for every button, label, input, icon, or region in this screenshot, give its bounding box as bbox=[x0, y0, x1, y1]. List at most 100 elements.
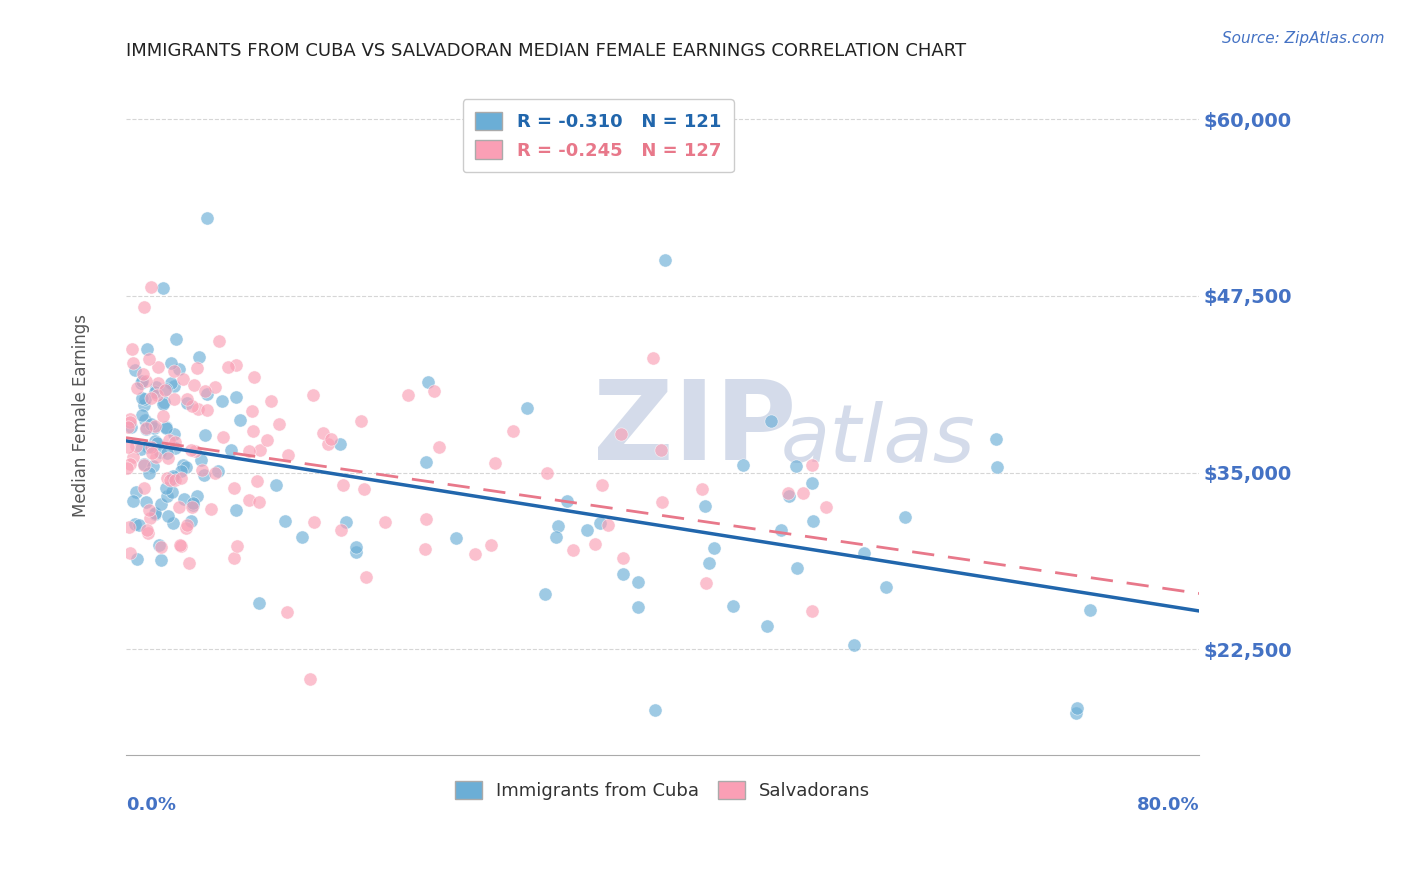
Point bbox=[1066, 700, 1088, 714]
Point bbox=[170, 464, 193, 478]
Point bbox=[187, 401, 209, 416]
Point bbox=[302, 388, 325, 402]
Point bbox=[415, 512, 437, 526]
Point bbox=[156, 446, 179, 460]
Point bbox=[195, 403, 218, 417]
Point bbox=[143, 421, 166, 435]
Text: ZIP: ZIP bbox=[593, 376, 796, 483]
Point bbox=[150, 540, 173, 554]
Point bbox=[875, 581, 897, 595]
Point bbox=[165, 332, 187, 346]
Point bbox=[149, 444, 172, 458]
Point bbox=[221, 442, 243, 457]
Point bbox=[853, 546, 876, 560]
Point bbox=[148, 538, 170, 552]
Legend: Immigrants from Cuba, Salvadorans: Immigrants from Cuba, Salvadorans bbox=[447, 773, 877, 807]
Point bbox=[139, 417, 162, 431]
Point bbox=[141, 441, 163, 455]
Point bbox=[157, 433, 180, 447]
Point bbox=[986, 460, 1008, 475]
Point bbox=[155, 419, 177, 434]
Point bbox=[156, 470, 179, 484]
Point bbox=[135, 495, 157, 509]
Point bbox=[176, 518, 198, 533]
Point bbox=[733, 458, 755, 472]
Point bbox=[267, 417, 290, 432]
Point bbox=[416, 376, 439, 390]
Point bbox=[242, 424, 264, 438]
Point bbox=[650, 442, 672, 457]
Point bbox=[304, 515, 326, 529]
Point bbox=[332, 478, 354, 492]
Point bbox=[260, 393, 283, 408]
Point bbox=[163, 473, 186, 487]
Point bbox=[162, 379, 184, 393]
Point bbox=[176, 460, 198, 475]
Point bbox=[429, 440, 451, 454]
Point bbox=[190, 453, 212, 467]
Point bbox=[245, 474, 267, 488]
Point bbox=[423, 384, 446, 399]
Point bbox=[801, 604, 824, 618]
Point bbox=[115, 461, 138, 475]
Point bbox=[145, 380, 167, 394]
Point bbox=[165, 441, 187, 455]
Point bbox=[184, 443, 207, 458]
Point bbox=[181, 499, 204, 513]
Point bbox=[132, 300, 155, 314]
Point bbox=[396, 388, 419, 402]
Point bbox=[609, 427, 631, 442]
Point bbox=[516, 401, 538, 415]
Point bbox=[299, 672, 322, 686]
Point bbox=[238, 444, 260, 458]
Point bbox=[228, 412, 250, 426]
Point bbox=[129, 376, 152, 390]
Point bbox=[125, 485, 148, 500]
Point bbox=[692, 483, 714, 497]
Point bbox=[785, 459, 807, 474]
Point bbox=[132, 398, 155, 412]
Point bbox=[146, 360, 169, 375]
Point bbox=[155, 420, 177, 434]
Point bbox=[697, 556, 720, 570]
Point bbox=[124, 517, 146, 532]
Point bbox=[247, 596, 270, 610]
Point bbox=[274, 514, 297, 528]
Point bbox=[814, 500, 837, 514]
Point bbox=[276, 605, 298, 619]
Point bbox=[120, 457, 142, 471]
Point bbox=[183, 377, 205, 392]
Point bbox=[186, 489, 208, 503]
Point bbox=[627, 599, 650, 614]
Point bbox=[167, 500, 190, 515]
Point bbox=[117, 440, 139, 454]
Point bbox=[162, 516, 184, 530]
Point bbox=[749, 770, 772, 784]
Point bbox=[481, 537, 503, 551]
Point bbox=[335, 516, 357, 530]
Point bbox=[163, 392, 186, 406]
Point bbox=[179, 556, 201, 570]
Point bbox=[776, 486, 799, 500]
Point bbox=[136, 440, 159, 454]
Point bbox=[143, 507, 166, 521]
Point bbox=[225, 503, 247, 517]
Point bbox=[208, 334, 231, 348]
Point bbox=[122, 356, 145, 370]
Point bbox=[613, 154, 636, 169]
Point bbox=[162, 468, 184, 483]
Point bbox=[176, 392, 198, 406]
Point bbox=[204, 380, 226, 394]
Point bbox=[321, 432, 343, 446]
Point bbox=[654, 253, 676, 268]
Point bbox=[344, 540, 367, 554]
Point bbox=[354, 570, 377, 584]
Point bbox=[801, 458, 824, 472]
Point bbox=[138, 503, 160, 517]
Point bbox=[128, 517, 150, 532]
Point bbox=[132, 457, 155, 471]
Point bbox=[143, 418, 166, 433]
Point bbox=[778, 489, 800, 503]
Point bbox=[195, 211, 218, 225]
Point bbox=[792, 486, 814, 500]
